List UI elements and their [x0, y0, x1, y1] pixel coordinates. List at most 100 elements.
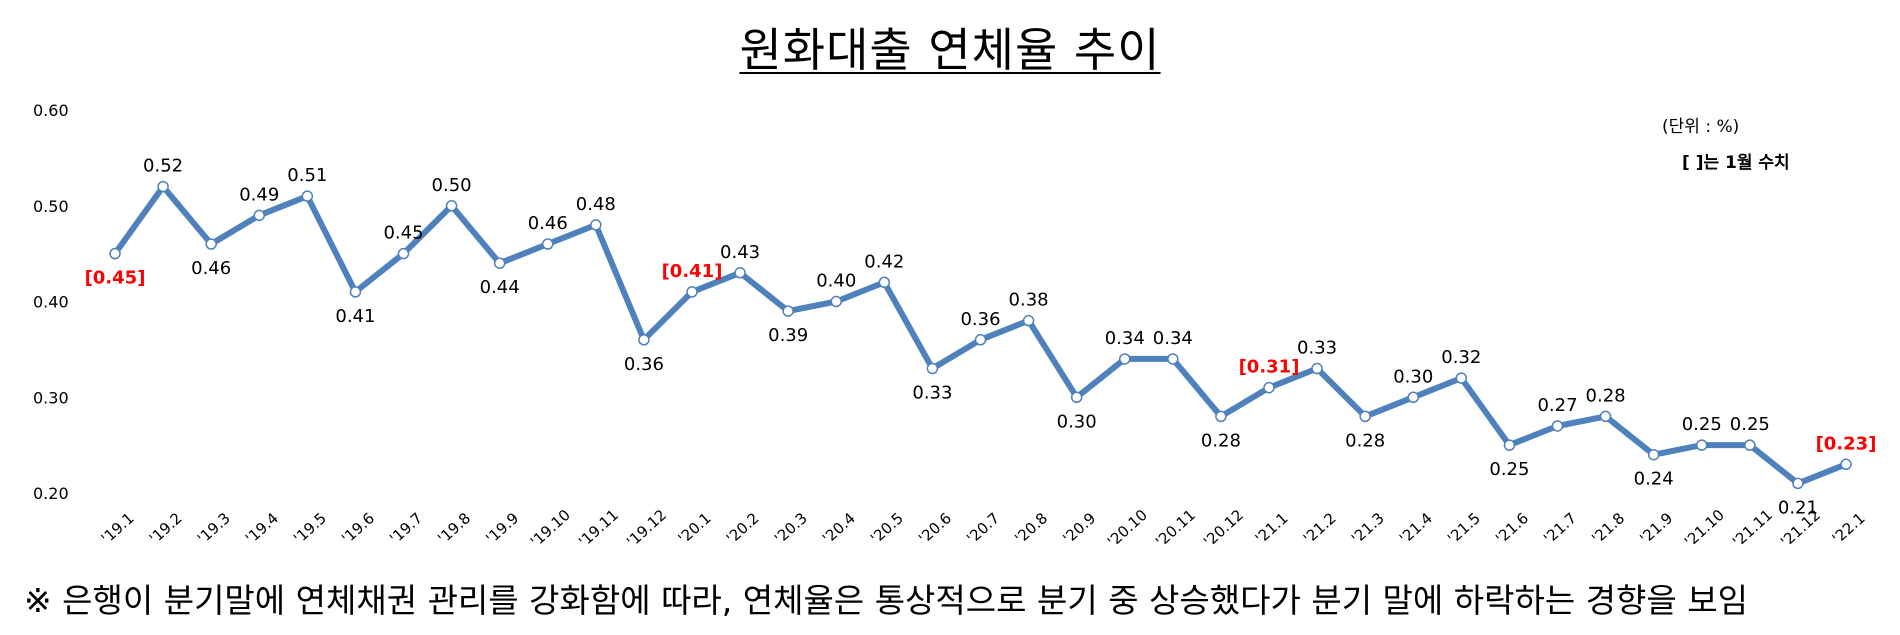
- x-tick-label: '19.6: [338, 509, 378, 547]
- data-point: [638, 334, 650, 346]
- data-point: [1263, 381, 1275, 394]
- data-label: 0.42: [864, 251, 904, 272]
- y-tick-label: 0.40: [33, 293, 69, 312]
- data-label: 0.32: [1441, 347, 1481, 368]
- data-point: [1119, 353, 1131, 365]
- data-point: [1840, 458, 1852, 471]
- data-point: [590, 219, 602, 231]
- y-axis: 0.20 0.30 0.40 0.50 0.60: [33, 101, 69, 503]
- data-label: 0.33: [912, 383, 952, 404]
- data-point: [1455, 372, 1468, 384]
- data-label: 0.38: [1009, 290, 1049, 311]
- y-tick-label: 0.50: [33, 197, 69, 216]
- y-tick-label: 0.30: [33, 388, 69, 407]
- data-label: 0.36: [624, 354, 664, 375]
- data-label: 0.30: [1057, 411, 1097, 432]
- x-tick-label: '19.4: [242, 509, 282, 547]
- january-data-label: [0.31]: [1239, 357, 1300, 378]
- y-tick-label: 0.20: [33, 484, 69, 503]
- data-point: [1022, 314, 1035, 327]
- data-label: 0.43: [720, 242, 760, 263]
- data-point: [445, 200, 458, 212]
- data-label: 0.33: [1297, 338, 1337, 359]
- data-label: 0.34: [1153, 328, 1193, 349]
- x-tick-label: '19.12: [623, 506, 670, 551]
- data-label: 0.30: [1393, 366, 1433, 387]
- data-label: 0.44: [480, 277, 520, 298]
- data-point: [974, 334, 987, 346]
- data-point: [686, 286, 698, 298]
- data-point: [830, 295, 842, 308]
- x-tick-label: '19.9: [482, 509, 522, 547]
- january-data-label: [0.23]: [1816, 433, 1877, 454]
- data-point: [1407, 391, 1419, 403]
- x-axis: '19.1'19.2'19.3'19.4'19.5'19.6'19.7'19.8…: [98, 506, 1869, 551]
- data-label: 0.48: [576, 194, 616, 215]
- x-tick-label: '21.10: [1681, 506, 1728, 551]
- data-point: [734, 267, 746, 279]
- data-label: 0.24: [1634, 469, 1674, 490]
- data-label: 0.46: [191, 258, 231, 279]
- x-tick-label: '19.2: [146, 509, 186, 547]
- x-tick-label: '19.8: [434, 509, 474, 547]
- series-line-group: [109, 180, 1852, 490]
- x-tick-label: '21.3: [1348, 509, 1388, 547]
- x-tick-label: '19.7: [386, 509, 426, 547]
- data-label: 0.25: [1730, 414, 1770, 435]
- x-tick-label: '19.5: [290, 509, 330, 547]
- x-tick-label: '22.1: [1829, 509, 1869, 547]
- y-tick-label: 0.60: [33, 101, 69, 120]
- data-point: [1070, 391, 1083, 403]
- unit-note: (단위 : %): [1662, 117, 1740, 137]
- data-point: [1311, 362, 1323, 375]
- data-label: 0.25: [1489, 459, 1529, 480]
- x-tick-label: '20.4: [819, 509, 859, 547]
- x-tick-label: '21.7: [1540, 509, 1580, 547]
- data-point: [1744, 439, 1756, 451]
- x-tick-label: '21.4: [1396, 509, 1436, 547]
- footnote: ※ 은행이 분기말에 연체채권 관리를 강화함에 따라, 연체율은 통상적으로 …: [24, 581, 1748, 620]
- january-data-label: [0.45]: [85, 268, 146, 289]
- x-tick-label: '20.5: [867, 509, 907, 547]
- data-label: 0.51: [287, 165, 327, 186]
- data-label: 0.41: [335, 306, 375, 327]
- data-point: [1792, 477, 1804, 490]
- data-point: [349, 286, 362, 298]
- x-tick-label: '19.11: [575, 506, 622, 551]
- data-point: [1599, 410, 1612, 423]
- data-point: [397, 247, 410, 260]
- data-label-group: [0.45] 0.52 0.46 0.49 0.51 0.41 0.45 0.50 0.44 0.…: [85, 156, 1877, 519]
- x-tick-label: '20.6: [915, 509, 955, 547]
- x-tick-label: '21.2: [1300, 509, 1340, 547]
- x-tick-label: '20.12: [1200, 506, 1247, 551]
- x-tick-label: '20.11: [1152, 506, 1199, 551]
- x-tick-label: '21.5: [1444, 509, 1484, 547]
- data-label: 0.36: [960, 309, 1000, 330]
- x-tick-label: '21.6: [1492, 509, 1532, 547]
- data-label: 0.50: [432, 175, 472, 196]
- x-tick-label: '20.1: [675, 509, 715, 547]
- data-point: [1696, 439, 1708, 451]
- data-label: 0.40: [816, 271, 856, 292]
- data-point: [109, 247, 121, 260]
- data-label: 0.34: [1105, 328, 1145, 349]
- x-tick-label: '19.3: [194, 509, 234, 547]
- x-tick-label: '20.7: [963, 509, 1003, 547]
- data-point: [301, 190, 314, 202]
- data-point: [1359, 410, 1371, 423]
- data-label: 0.28: [1201, 430, 1241, 451]
- data-label: 0.49: [239, 184, 279, 205]
- data-point: [1503, 439, 1516, 451]
- data-label: 0.27: [1537, 395, 1577, 416]
- data-point: [1647, 448, 1660, 461]
- x-tick-label: '19.10: [527, 506, 574, 551]
- data-label: 0.46: [528, 213, 568, 234]
- x-tick-label: '19.1: [98, 509, 138, 547]
- january-data-label: [0.41]: [662, 261, 723, 282]
- data-point: [493, 257, 506, 269]
- x-tick-label: '21.8: [1588, 509, 1628, 547]
- x-tick-label: '20.8: [1011, 509, 1051, 547]
- data-label: 0.39: [768, 325, 808, 346]
- data-point: [1551, 420, 1564, 432]
- data-label: 0.52: [143, 156, 183, 177]
